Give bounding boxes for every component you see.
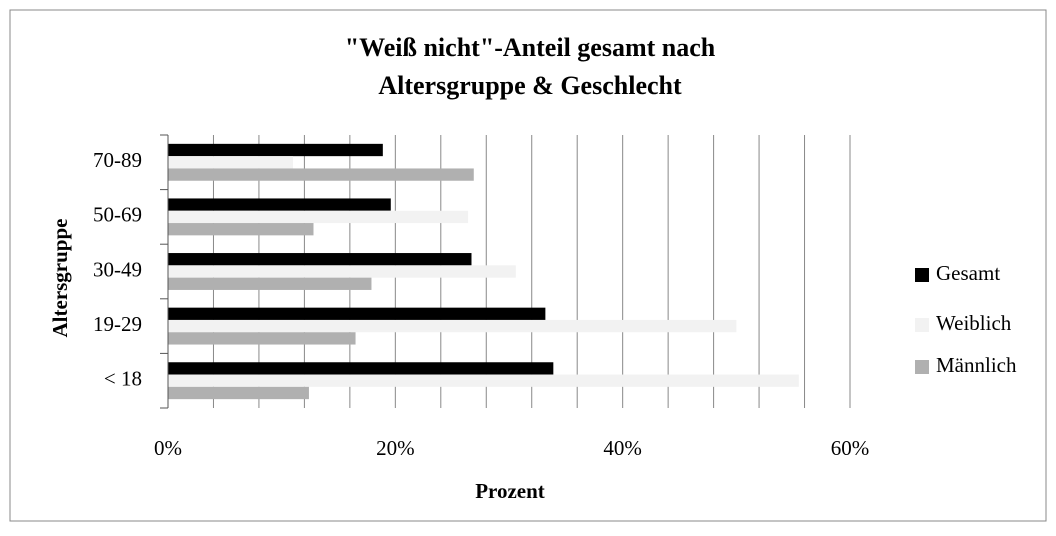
bar — [168, 307, 546, 320]
chart-title: "Weiß nicht"-Anteil gesamt nach — [345, 33, 716, 62]
bar — [168, 156, 294, 169]
legend-label: Gesamt — [936, 261, 1000, 285]
bar — [168, 386, 309, 400]
bar — [168, 319, 737, 333]
y-tick-label: 30-49 — [93, 257, 142, 281]
bar — [168, 223, 314, 236]
bar — [168, 277, 372, 290]
x-tick-label: 0% — [154, 436, 182, 460]
legend-swatch — [915, 360, 929, 374]
chart-title: Altersgruppe & Geschlecht — [378, 71, 682, 100]
bar — [168, 210, 469, 224]
x-tick-label: 40% — [603, 436, 642, 460]
legend-label: Männlich — [936, 353, 1017, 377]
y-axis-label: Altersgruppe — [48, 219, 72, 338]
bar — [168, 143, 383, 157]
x-tick-label: 20% — [376, 436, 415, 460]
y-tick-label: < 18 — [104, 367, 142, 391]
x-tick-label: 60% — [831, 436, 870, 460]
bar — [168, 332, 356, 345]
legend-swatch — [915, 318, 929, 332]
bar — [168, 265, 516, 278]
y-tick-label: 70-89 — [93, 148, 142, 172]
bar — [168, 253, 472, 266]
bar — [168, 374, 799, 387]
y-tick-label: 19-29 — [93, 312, 142, 336]
y-tick-label: 50-69 — [93, 203, 142, 227]
legend-label: Weiblich — [936, 311, 1012, 335]
bar — [168, 168, 474, 181]
bar — [168, 198, 391, 211]
bar — [168, 362, 554, 375]
x-axis-label: Prozent — [475, 479, 545, 503]
legend-swatch — [915, 268, 929, 282]
